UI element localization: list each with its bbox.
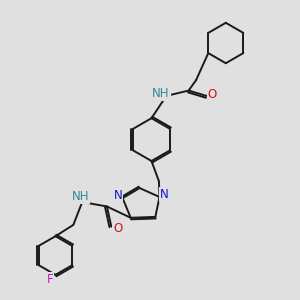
Text: N: N xyxy=(113,189,122,202)
Text: O: O xyxy=(208,88,217,101)
Text: F: F xyxy=(47,273,53,286)
Text: NH: NH xyxy=(72,190,89,203)
Text: O: O xyxy=(113,222,122,235)
Text: N: N xyxy=(160,188,169,201)
Text: NH: NH xyxy=(152,87,170,100)
